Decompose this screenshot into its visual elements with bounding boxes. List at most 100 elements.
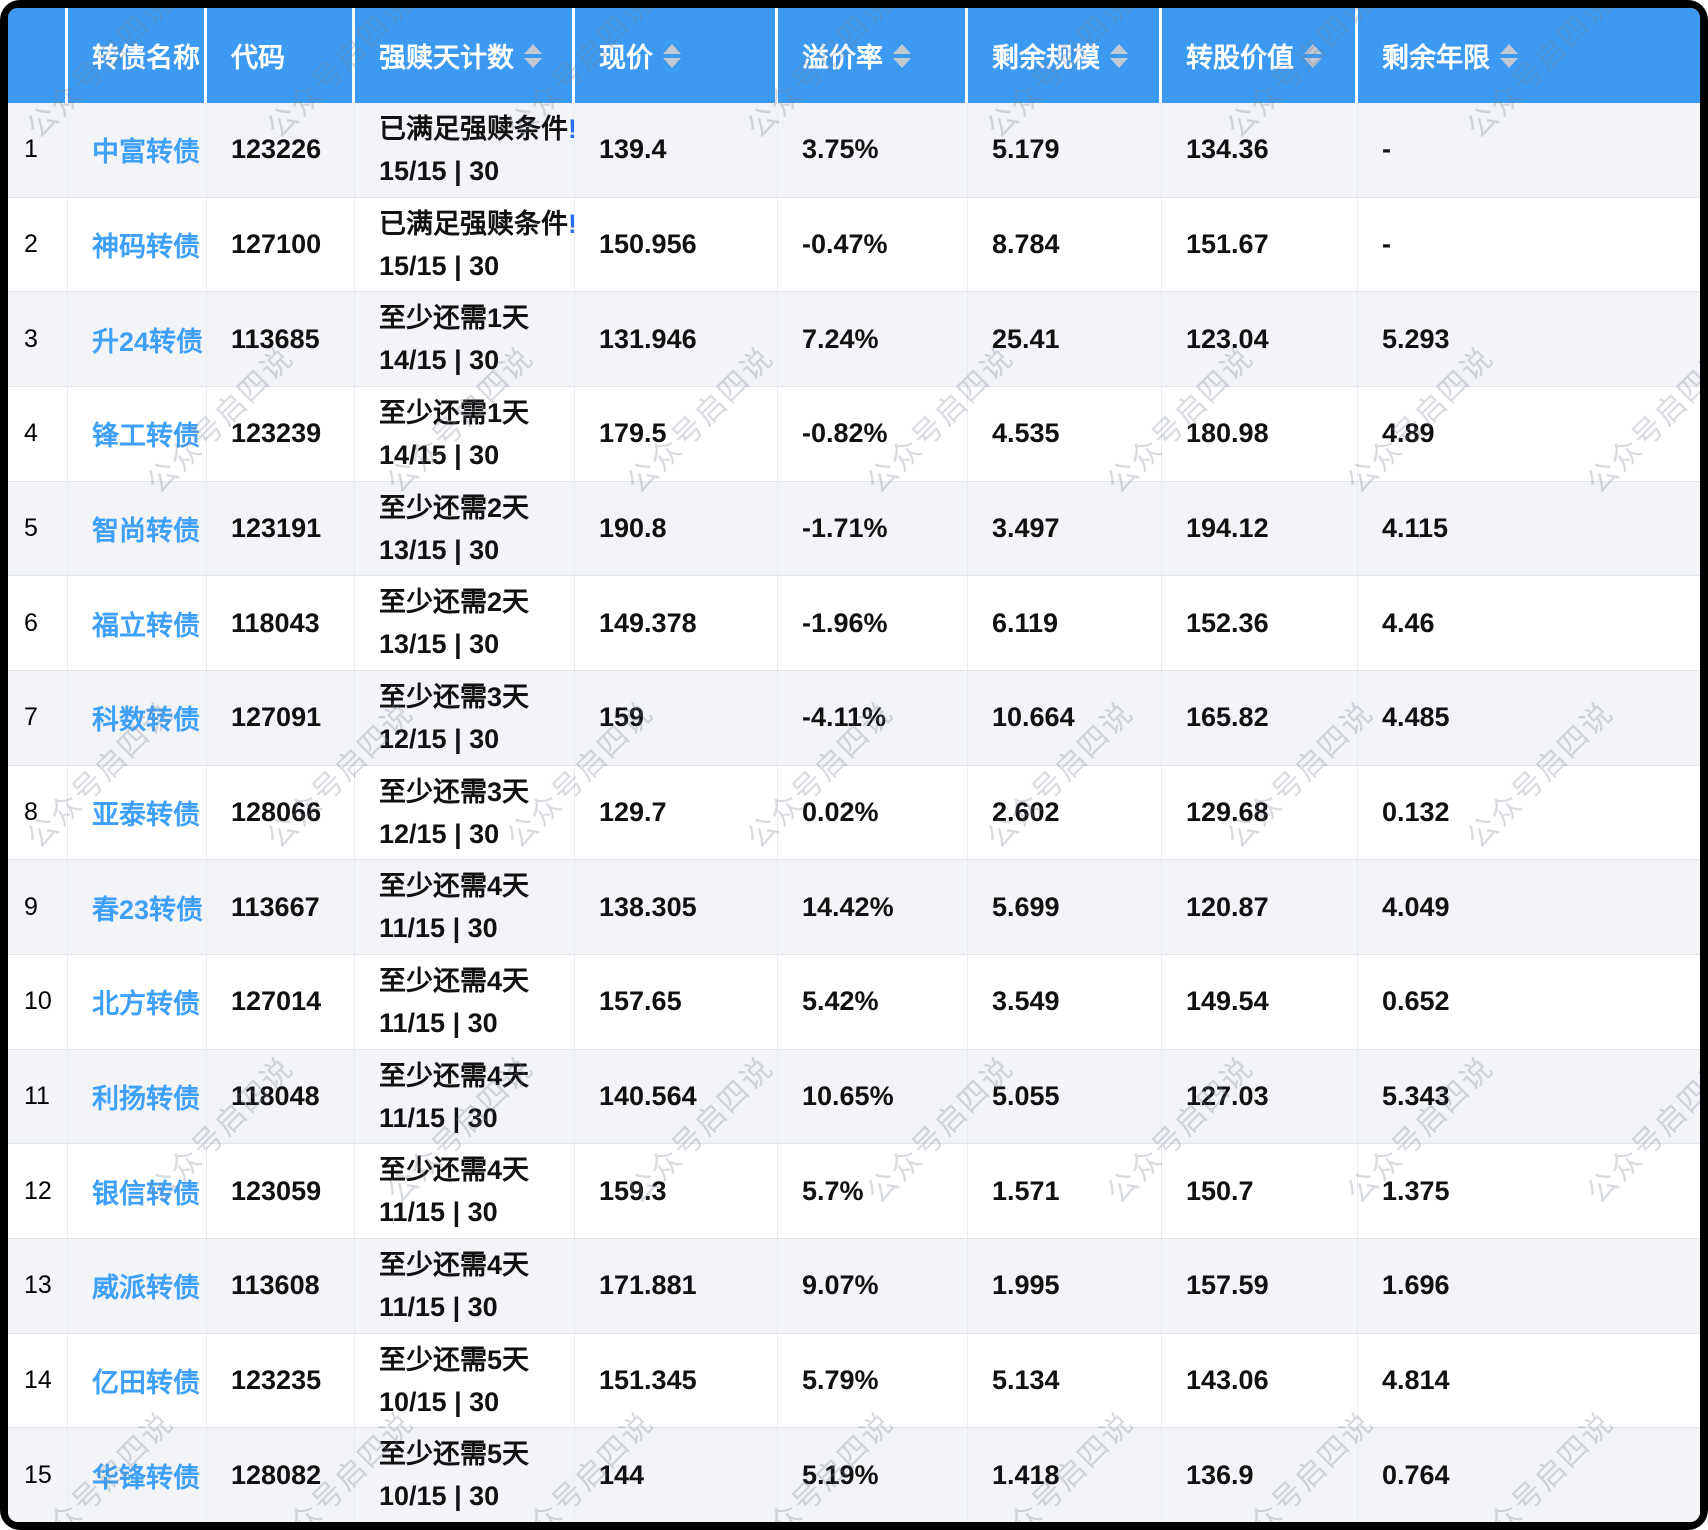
bond-name-link[interactable]: 中富转债 xyxy=(68,103,207,197)
redeem-countdown-cell: 至少还需3天 12/15 | 30 xyxy=(355,765,575,860)
bond-code-cell: 127100 xyxy=(207,197,355,292)
column-header[interactable]: 溢价率 xyxy=(778,8,968,103)
column-header[interactable]: 剩余规模 xyxy=(968,8,1162,103)
redeem-alert-mark: ! xyxy=(568,209,574,239)
current-price-cell: 151.345 xyxy=(575,1333,778,1428)
sort-desc-caret-icon xyxy=(663,57,681,68)
sort-icon[interactable] xyxy=(1304,43,1322,68)
redeem-status-line: 已满足强赎条件! xyxy=(379,203,574,245)
current-price-cell: 179.5 xyxy=(575,387,778,481)
table-row: 4 锋工转债 123239 至少还需1天 14/15 | 30 179.5 -0… xyxy=(8,387,1700,482)
redeem-status-line: 至少还需1天 xyxy=(379,397,530,428)
redeem-countdown-cell: 至少还需4天 11/15 | 30 xyxy=(355,860,575,955)
sort-icon[interactable] xyxy=(663,43,681,68)
redeem-status-line: 至少还需4天 xyxy=(379,965,530,996)
current-price-cell: 157.65 xyxy=(575,955,778,1049)
sort-icon[interactable] xyxy=(1110,43,1128,68)
redeem-count-line: 10/15 | 30 xyxy=(379,1386,500,1417)
conversion-value-cell: 165.82 xyxy=(1162,671,1358,765)
bond-code-cell: 128082 xyxy=(207,1428,355,1522)
remaining-years-cell: 0.132 xyxy=(1382,797,1450,828)
redeem-count-line: 15/15 | 30 xyxy=(379,155,500,186)
redeem-status-line: 至少还需2天 xyxy=(379,492,530,523)
sort-icon[interactable] xyxy=(893,43,911,68)
redeem-count-line: 11/15 | 30 xyxy=(379,1007,498,1038)
column-header-label: 溢价率 xyxy=(802,43,883,73)
column-header-label: 代码 xyxy=(231,43,285,73)
redeem-status-line: 至少还需3天 xyxy=(379,776,530,807)
table-panel: 转债名称 代码 强赎天计数 现价 溢价率 剩余规模 转股价值 xyxy=(8,8,1700,1522)
bond-name-link[interactable]: 北方转债 xyxy=(68,955,207,1049)
redeem-count-line: 12/15 | 30 xyxy=(379,818,500,849)
column-header-label: 转股价值 xyxy=(1186,43,1294,73)
conversion-value-cell: 150.7 xyxy=(1162,1144,1358,1239)
column-header[interactable]: 转股价值 xyxy=(1162,8,1358,103)
redeem-countdown-cell: 至少还需3天 12/15 | 30 xyxy=(355,671,575,765)
bond-name-link[interactable]: 锋工转债 xyxy=(68,387,207,481)
column-header[interactable]: 剩余年限 xyxy=(1358,8,1700,103)
sort-desc-caret-icon xyxy=(893,57,911,68)
redeem-count-line: 13/15 | 30 xyxy=(379,629,500,660)
remaining-size-cell: 3.549 xyxy=(968,955,1162,1049)
bond-name-link[interactable]: 亚泰转债 xyxy=(68,765,207,860)
redeem-alert-mark: ! xyxy=(568,114,574,144)
conversion-value-cell: 120.87 xyxy=(1162,860,1358,955)
redeem-status-line: 至少还需5天 xyxy=(379,1344,530,1375)
remaining-size-cell: 25.41 xyxy=(968,292,1162,387)
redeem-count-line: 15/15 | 30 xyxy=(379,250,500,281)
table-row: 6 福立转债 118043 至少还需2天 13/15 | 30 149.378 … xyxy=(8,576,1700,672)
bond-name-link[interactable]: 银信转债 xyxy=(68,1144,207,1239)
table-row: 14 亿田转债 123235 至少还需5天 10/15 | 30 151.345… xyxy=(8,1333,1700,1429)
column-header[interactable]: 强赎天计数 xyxy=(355,8,575,103)
sort-desc-caret-icon xyxy=(524,57,542,68)
bond-name-link[interactable]: 华锋转债 xyxy=(68,1428,207,1522)
column-header[interactable]: 现价 xyxy=(575,8,778,103)
table-row: 15 华锋转债 128082 至少还需5天 10/15 | 30 144 5.1… xyxy=(8,1428,1700,1522)
premium-rate-cell: -0.82% xyxy=(778,387,968,481)
sort-icon[interactable] xyxy=(524,43,542,68)
current-price-cell: 159.3 xyxy=(575,1144,778,1239)
table-row: 5 智尚转债 123191 至少还需2天 13/15 | 30 190.8 -1… xyxy=(8,481,1700,577)
bond-name-link[interactable]: 升24转债 xyxy=(68,292,207,387)
bond-code-cell: 113685 xyxy=(207,292,355,387)
row-index: 5 xyxy=(8,481,68,576)
row-index: 8 xyxy=(8,765,68,860)
redeem-countdown-cell: 至少还需5天 10/15 | 30 xyxy=(355,1428,575,1522)
column-header xyxy=(8,8,68,103)
bond-name-link[interactable]: 科数转债 xyxy=(68,671,207,765)
table-header-row: 转债名称 代码 强赎天计数 现价 溢价率 剩余规模 转股价值 xyxy=(8,8,1700,103)
remaining-size-cell: 8.784 xyxy=(968,197,1162,292)
redeem-count-line: 13/15 | 30 xyxy=(379,534,500,565)
premium-rate-cell: 9.07% xyxy=(778,1239,968,1333)
redeem-countdown-cell: 至少还需5天 10/15 | 30 xyxy=(355,1333,575,1428)
remaining-years-cell: 5.343 xyxy=(1382,1081,1450,1112)
column-header[interactable]: 代码 xyxy=(207,8,355,103)
bond-name-link[interactable]: 福立转债 xyxy=(68,576,207,671)
column-header-label: 强赎天计数 xyxy=(379,43,514,73)
current-price-cell: 149.378 xyxy=(575,576,778,671)
remaining-size-cell: 1.995 xyxy=(968,1239,1162,1333)
column-header-label: 剩余规模 xyxy=(992,43,1100,73)
sort-desc-caret-icon xyxy=(1110,57,1128,68)
sort-asc-caret-icon xyxy=(893,43,911,54)
bond-code-cell: 113608 xyxy=(207,1239,355,1333)
redeem-count-line: 14/15 | 30 xyxy=(379,345,500,376)
bond-name-link[interactable]: 神码转债 xyxy=(68,197,207,292)
bond-code-cell: 127014 xyxy=(207,955,355,1049)
redeem-countdown-cell: 至少还需4天 11/15 | 30 xyxy=(355,955,575,1049)
bond-name-link[interactable]: 亿田转债 xyxy=(68,1333,207,1428)
bond-name-link[interactable]: 智尚转债 xyxy=(68,481,207,576)
current-price-cell: 138.305 xyxy=(575,860,778,955)
row-index: 6 xyxy=(8,576,68,671)
sort-icon[interactable] xyxy=(1500,43,1518,68)
current-price-cell: 129.7 xyxy=(575,765,778,860)
redeem-count-line: 14/15 | 30 xyxy=(379,439,500,470)
bond-code-cell: 118043 xyxy=(207,576,355,671)
bond-name-link[interactable]: 威派转债 xyxy=(68,1239,207,1333)
table-row: 8 亚泰转债 128066 至少还需3天 12/15 | 30 129.7 0.… xyxy=(8,765,1700,861)
bond-name-link[interactable]: 春23转债 xyxy=(68,860,207,955)
redeem-status-line: 已满足强赎条件! xyxy=(379,108,574,150)
premium-rate-cell: 0.02% xyxy=(778,765,968,860)
bond-name-link[interactable]: 利扬转债 xyxy=(68,1049,207,1144)
column-header[interactable]: 转债名称 xyxy=(68,8,207,103)
